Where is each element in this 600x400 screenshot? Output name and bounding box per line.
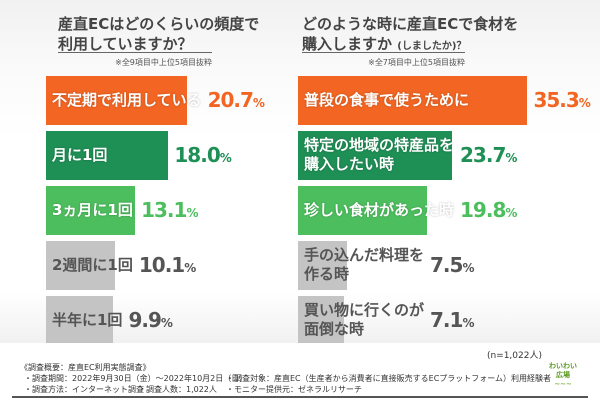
category-label: 3ヵ月に1回 bbox=[52, 201, 133, 219]
category-label: 手の込んだ料理を 作る時 bbox=[304, 246, 425, 283]
value-number: 20.7 bbox=[207, 88, 254, 112]
bar bbox=[298, 131, 453, 180]
percent-sign: % bbox=[462, 261, 474, 275]
footer-period: ・調査期間：2022年9月30日（金）～2022年10月2日（日） bbox=[24, 374, 248, 383]
footer-method: ・調査方法：インターネット調査 bbox=[24, 385, 144, 394]
percent-sign: % bbox=[219, 151, 232, 165]
category-label: 普段の食事で使うために bbox=[304, 91, 470, 109]
title-line: 利用していますか？ bbox=[58, 35, 193, 53]
title-line: 産直ECはどのくらいの頻度で bbox=[58, 15, 260, 33]
value-label: 35.3% bbox=[533, 88, 591, 112]
category-label: 月に1回 bbox=[52, 146, 108, 164]
footer bbox=[0, 343, 600, 400]
divider bbox=[302, 52, 465, 53]
category-label: 2週間に1回 bbox=[52, 256, 133, 274]
left-note: ※全9項目中上位5項目抜粋 bbox=[115, 58, 212, 67]
footer-heading: 《調査概要：産直EC利用実態調査》 bbox=[20, 363, 151, 372]
bar bbox=[46, 296, 114, 345]
category-label: 半年に1回 bbox=[52, 311, 123, 329]
value-number: 18.0 bbox=[174, 143, 220, 167]
bar bbox=[46, 241, 115, 290]
footer-target: ・調査対象：産直EC（生産者から消費者に直接販売するECプラットフォーム）利用経… bbox=[226, 374, 552, 383]
percent-sign: % bbox=[186, 206, 198, 220]
bar bbox=[46, 76, 187, 125]
category-label: 買い物に行くのが 面倒な時 bbox=[304, 301, 425, 338]
value-number: 13.1 bbox=[141, 198, 187, 222]
value-label: 13.1% bbox=[141, 198, 198, 222]
bar bbox=[298, 296, 345, 345]
bar bbox=[298, 241, 347, 290]
title-line: どのような時に産直ECで食材を bbox=[302, 15, 519, 33]
category-label: 不定期で利用している bbox=[52, 91, 202, 109]
title-suffix: (しましたか)？ bbox=[397, 41, 467, 52]
right-title: どのような時に産直ECで食材を 購入しますか (しましたか)？ bbox=[302, 14, 518, 57]
divider bbox=[58, 52, 212, 53]
percent-sign: % bbox=[462, 316, 474, 330]
right-note: ※全7項目中上位5項目抜粋 bbox=[368, 58, 465, 67]
sample-size: (n=1,022人) bbox=[486, 351, 542, 361]
percent-sign: % bbox=[184, 261, 196, 275]
value-label: 9.9% bbox=[128, 308, 173, 332]
brand-logo: わいわい 広場 ~~~ bbox=[549, 362, 577, 388]
value-number: 7.5 bbox=[430, 253, 463, 277]
category-label: 珍しい食材があった時 bbox=[304, 201, 455, 219]
percent-sign: % bbox=[252, 96, 265, 110]
value-number: 23.7 bbox=[460, 143, 506, 167]
value-label: 7.5% bbox=[430, 253, 474, 277]
percent-sign: % bbox=[578, 96, 591, 110]
footer-provider: ・モニター提供元：ゼネラルリサーチ bbox=[226, 385, 362, 394]
percent-sign: % bbox=[505, 151, 517, 165]
value-number: 35.3 bbox=[533, 88, 579, 112]
bar bbox=[46, 186, 136, 235]
value-label: 23.7% bbox=[460, 143, 517, 167]
bar bbox=[298, 186, 427, 235]
value-label: 18.0% bbox=[174, 143, 232, 167]
bar bbox=[298, 76, 528, 125]
value-number: 7.1 bbox=[430, 308, 463, 332]
title-line: 購入しますか bbox=[302, 35, 393, 53]
value-label: 19.8% bbox=[460, 198, 517, 222]
percent-sign: % bbox=[160, 316, 173, 330]
value-number: 9.9 bbox=[128, 308, 161, 332]
bottom-rule bbox=[12, 396, 588, 398]
value-label: 20.7% bbox=[207, 88, 265, 112]
value-number: 10.1 bbox=[138, 253, 185, 277]
category-label: 特定の地域の特産品を 購入したい時 bbox=[304, 136, 455, 173]
footer-count: ・調査人数：1,022人 bbox=[138, 385, 217, 394]
percent-sign: % bbox=[505, 206, 517, 220]
bar bbox=[46, 131, 169, 180]
value-number: 19.8 bbox=[460, 198, 506, 222]
left-title: 産直ECはどのくらいの頻度で 利用していますか？ bbox=[58, 14, 259, 54]
value-label: 10.1% bbox=[138, 253, 196, 277]
value-label: 7.1% bbox=[430, 308, 474, 332]
